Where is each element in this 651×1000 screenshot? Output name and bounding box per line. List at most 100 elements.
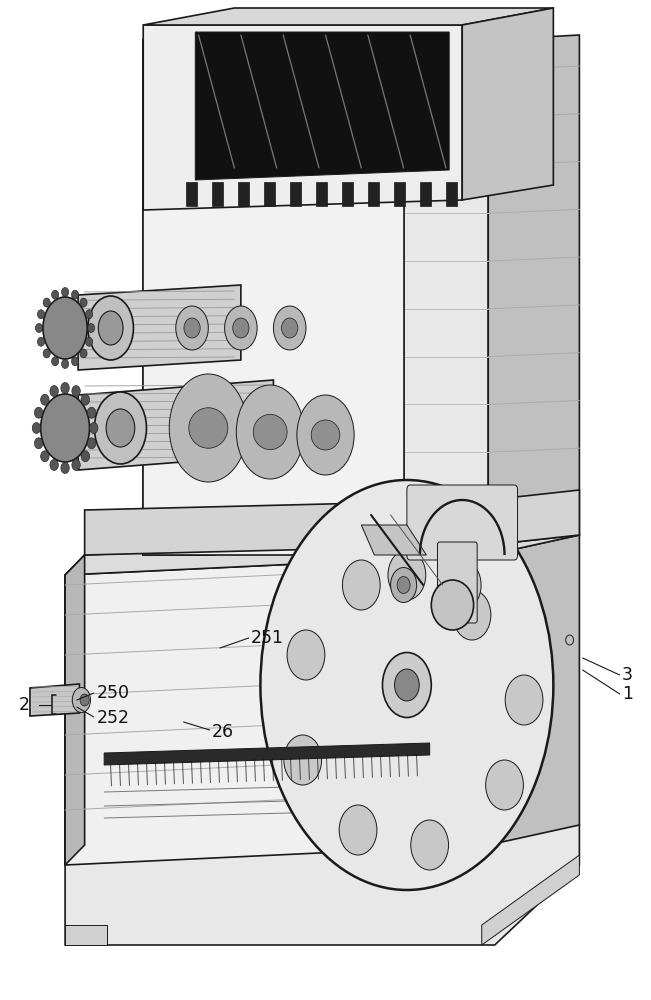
Text: 1: 1	[622, 685, 633, 703]
Ellipse shape	[38, 310, 45, 319]
Ellipse shape	[311, 420, 340, 450]
Text: 3: 3	[622, 666, 633, 684]
Ellipse shape	[287, 630, 325, 680]
Ellipse shape	[72, 459, 80, 470]
Ellipse shape	[253, 414, 287, 450]
Ellipse shape	[176, 306, 208, 350]
Text: 25: 25	[18, 696, 40, 714]
Ellipse shape	[90, 422, 98, 434]
Polygon shape	[195, 32, 449, 180]
Ellipse shape	[35, 407, 43, 418]
Ellipse shape	[61, 360, 69, 368]
Polygon shape	[104, 743, 430, 765]
Ellipse shape	[169, 374, 247, 482]
Ellipse shape	[395, 669, 419, 701]
Ellipse shape	[87, 438, 96, 449]
Ellipse shape	[411, 820, 449, 870]
FancyBboxPatch shape	[407, 485, 518, 560]
Text: 252: 252	[96, 709, 130, 727]
Ellipse shape	[85, 337, 92, 346]
Ellipse shape	[391, 568, 417, 602]
Ellipse shape	[50, 459, 59, 470]
Ellipse shape	[94, 392, 146, 464]
Ellipse shape	[443, 560, 481, 610]
Ellipse shape	[61, 382, 70, 393]
Polygon shape	[488, 35, 579, 545]
Ellipse shape	[40, 451, 49, 462]
Ellipse shape	[81, 451, 90, 462]
Ellipse shape	[382, 652, 432, 718]
Polygon shape	[143, 40, 215, 555]
Ellipse shape	[72, 386, 80, 397]
Ellipse shape	[453, 590, 491, 640]
Ellipse shape	[98, 311, 123, 345]
Polygon shape	[65, 555, 488, 865]
Polygon shape	[65, 555, 85, 865]
Ellipse shape	[33, 422, 40, 434]
Bar	[238, 182, 249, 206]
Ellipse shape	[80, 694, 89, 706]
Ellipse shape	[486, 760, 523, 810]
Polygon shape	[65, 535, 579, 575]
Ellipse shape	[273, 306, 306, 350]
Polygon shape	[462, 8, 553, 200]
Bar	[394, 182, 405, 206]
Ellipse shape	[189, 408, 228, 448]
Polygon shape	[488, 535, 579, 845]
Bar	[290, 182, 301, 206]
Bar	[212, 182, 223, 206]
Ellipse shape	[87, 407, 96, 418]
Ellipse shape	[72, 688, 90, 712]
Ellipse shape	[87, 324, 95, 332]
Ellipse shape	[41, 394, 90, 462]
Ellipse shape	[106, 409, 135, 447]
Bar	[264, 182, 275, 206]
Ellipse shape	[72, 357, 79, 366]
Ellipse shape	[61, 287, 69, 296]
FancyBboxPatch shape	[437, 542, 477, 623]
Ellipse shape	[40, 394, 49, 405]
Ellipse shape	[236, 385, 304, 479]
Ellipse shape	[85, 310, 92, 319]
Ellipse shape	[61, 462, 69, 474]
Ellipse shape	[233, 318, 249, 338]
Ellipse shape	[81, 394, 90, 405]
Text: 251: 251	[251, 629, 284, 647]
Polygon shape	[143, 8, 553, 25]
Ellipse shape	[397, 576, 410, 593]
Polygon shape	[482, 855, 579, 945]
Polygon shape	[65, 825, 579, 945]
Polygon shape	[30, 684, 79, 716]
Ellipse shape	[80, 298, 87, 307]
Polygon shape	[65, 925, 107, 945]
Ellipse shape	[339, 805, 377, 855]
Ellipse shape	[35, 438, 43, 449]
Ellipse shape	[51, 290, 59, 299]
Ellipse shape	[35, 324, 43, 332]
Ellipse shape	[43, 349, 50, 358]
Ellipse shape	[43, 298, 50, 307]
Polygon shape	[143, 40, 404, 555]
Polygon shape	[85, 490, 579, 555]
Polygon shape	[78, 285, 241, 370]
Ellipse shape	[260, 480, 553, 890]
Ellipse shape	[225, 306, 257, 350]
Ellipse shape	[431, 580, 474, 630]
Ellipse shape	[80, 349, 87, 358]
Text: 250: 250	[96, 684, 130, 702]
Ellipse shape	[297, 395, 354, 475]
Ellipse shape	[38, 337, 45, 346]
Ellipse shape	[50, 386, 59, 397]
Ellipse shape	[505, 675, 543, 725]
Ellipse shape	[184, 318, 200, 338]
Bar	[316, 182, 327, 206]
Ellipse shape	[72, 290, 79, 299]
Ellipse shape	[342, 560, 380, 610]
Bar	[420, 182, 431, 206]
Ellipse shape	[281, 318, 298, 338]
Bar	[368, 182, 379, 206]
Polygon shape	[404, 40, 488, 555]
Polygon shape	[65, 555, 85, 865]
Ellipse shape	[284, 735, 322, 785]
Ellipse shape	[51, 357, 59, 366]
